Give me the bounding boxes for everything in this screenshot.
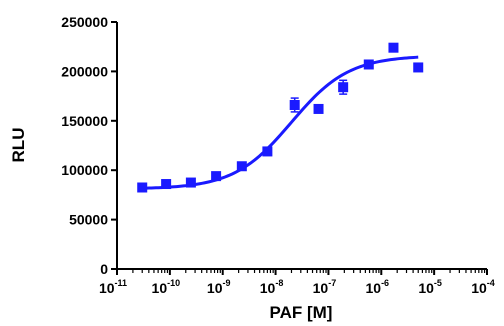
x-tick-label: 10-7 [313, 278, 337, 296]
data-point [363, 59, 374, 70]
data-point [211, 171, 222, 182]
y-tick-label: 0 [100, 261, 108, 277]
data-point [185, 177, 196, 188]
x-axis-title: PAF [M] [270, 303, 333, 322]
data-point [262, 146, 273, 157]
data-point [313, 103, 324, 114]
data-point [413, 62, 424, 73]
plot-area [137, 42, 424, 193]
data-point [137, 182, 148, 193]
x-axis: 10-11 10-10 10-9 10-8 10-7 10-6 10-5 10-4 [99, 268, 495, 296]
y-axis: 0 50000 100000 150000 200000 250000 [61, 14, 118, 277]
x-tick-label: 10-5 [418, 278, 442, 296]
fit-curve [142, 55, 419, 190]
data-point [338, 82, 349, 93]
y-tick-label: 200000 [61, 63, 108, 79]
data-point [236, 161, 247, 172]
data-point [289, 99, 300, 110]
x-tick-label: 10-4 [471, 278, 495, 296]
x-tick-label: 10-11 [99, 278, 127, 296]
data-point [388, 42, 399, 53]
x-tick-label: 10-6 [365, 278, 389, 296]
x-tick-label: 10-10 [152, 278, 181, 296]
y-tick-label: 100000 [61, 162, 108, 178]
x-tick-label: 10-8 [260, 278, 284, 296]
y-tick-label: 250000 [61, 14, 108, 30]
x-tick-label: 10-9 [207, 278, 231, 296]
y-axis-title: RLU [9, 128, 28, 163]
y-tick-label: 150000 [61, 113, 108, 129]
y-tick-label: 50000 [69, 212, 108, 228]
data-point [161, 179, 172, 190]
